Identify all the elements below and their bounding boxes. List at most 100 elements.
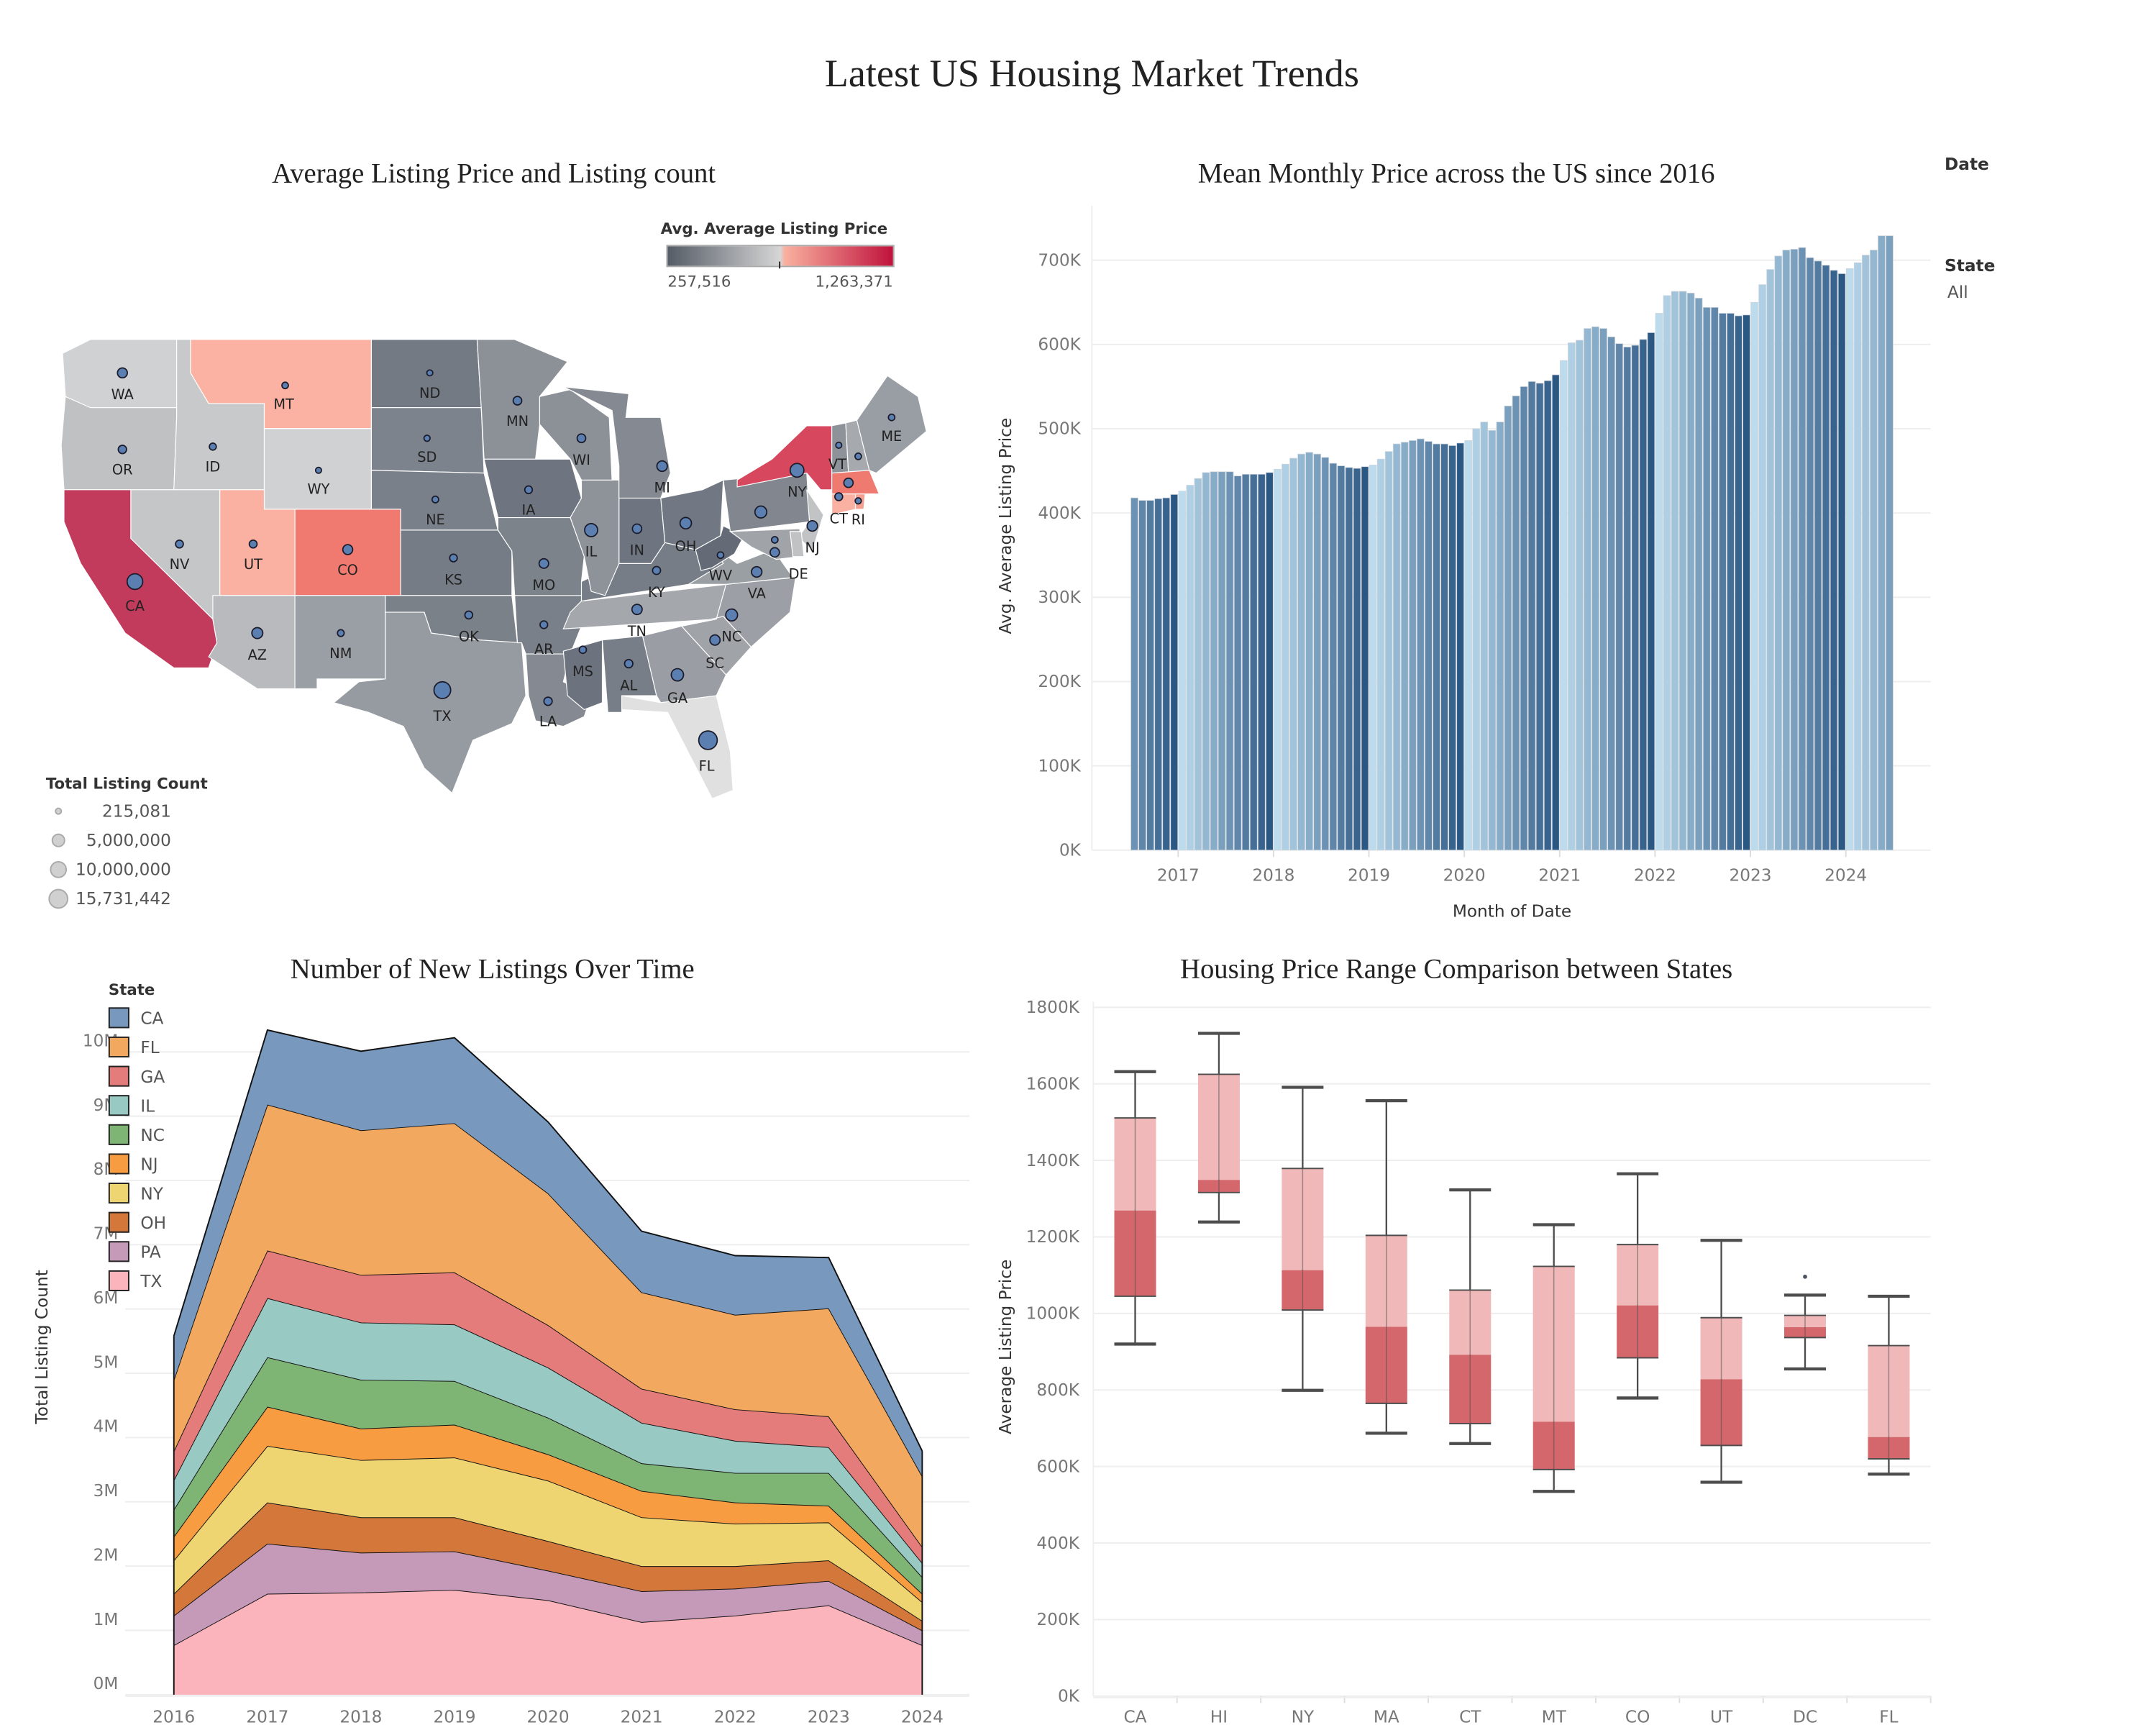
monthly-price-bar [1543, 380, 1552, 851]
listing-count-circle-in [631, 523, 643, 534]
state-fl[interactable] [621, 695, 734, 799]
monthly-price-bar [1186, 485, 1195, 851]
x-tick-label: 2018 [1252, 865, 1294, 885]
x-tick-label: 2019 [433, 1708, 475, 1725]
legend-item-il[interactable]: IL [108, 1091, 166, 1120]
legend-item-nj[interactable]: NJ [108, 1150, 166, 1179]
date-filter-label[interactable]: Date [1945, 154, 1989, 174]
monthly-price-bar [1266, 472, 1274, 851]
monthly-price-bar [1639, 339, 1648, 851]
legend-item-ny[interactable]: NY [108, 1178, 166, 1208]
y-axis-title: Total Listing Count [32, 1270, 52, 1424]
legend-item-fl[interactable]: FL [108, 1032, 166, 1062]
monthly-price-bar [1138, 500, 1146, 851]
legend-item-ga[interactable]: GA [108, 1062, 166, 1091]
monthly-price-bar [1297, 453, 1305, 851]
monthly-price-bar [1584, 328, 1591, 851]
size-legend-label: 15,731,442 [76, 889, 171, 909]
legend-swatch [108, 1153, 129, 1175]
state-mi[interactable] [563, 386, 671, 499]
monthly-price-bar [1750, 301, 1758, 851]
y-tick-label: 1000K [1026, 1304, 1080, 1324]
monthly-price-bar [1886, 235, 1894, 851]
listing-count-circle-va [751, 565, 763, 578]
monthly-price-bar [1727, 313, 1735, 851]
legend-item-pa[interactable]: PA [108, 1237, 166, 1267]
state-label-oh: OH [675, 538, 697, 555]
monthly-price-bar [1289, 458, 1297, 851]
listing-count-circle-wa [117, 367, 128, 379]
y-tick-label: 500K [1038, 419, 1081, 439]
state-il[interactable] [570, 479, 620, 596]
listing-count-circle-ny [789, 463, 805, 478]
listing-count-circle-wy [314, 466, 322, 474]
state-tn[interactable] [562, 583, 727, 629]
state-shapes [60, 339, 927, 799]
y-tick-label: 0M [93, 1674, 119, 1693]
state-wi[interactable] [539, 388, 613, 481]
monthly-price-bar [1710, 306, 1719, 851]
state-filter-value[interactable]: All [1947, 282, 1968, 302]
state-md[interactable] [728, 528, 800, 560]
legend-swatch [108, 1007, 129, 1029]
monthly-price-bar [1496, 422, 1504, 851]
x-tick-label: UT [1710, 1708, 1733, 1725]
monthly-price-bar [1830, 270, 1838, 851]
state-ms[interactable] [562, 639, 603, 711]
legend-item-tx[interactable]: TX [108, 1266, 166, 1296]
monthly-price-bar [1361, 466, 1369, 851]
monthly-price-bar [1480, 422, 1489, 851]
state-de[interactable] [789, 531, 805, 557]
monthly-price-bar [1146, 500, 1154, 851]
y-tick-label: 600K [1038, 335, 1081, 355]
y-tick-label: 400K [1036, 1534, 1079, 1553]
monthly-price-bar [1329, 463, 1338, 851]
legend-item-oh[interactable]: OH [108, 1208, 166, 1237]
x-tick-label: 2018 [339, 1708, 382, 1725]
area-legend: State CA FL GA IL NC NJ NY OH PA TX [108, 981, 166, 1296]
state-tx[interactable] [332, 611, 526, 794]
listing-count-circle-oh [679, 516, 693, 530]
listing-count-circle-ks [449, 553, 458, 563]
state-filter-label: State [1945, 255, 1996, 276]
state-label-nd: ND [419, 385, 440, 401]
legend-item-nc[interactable]: NC [108, 1120, 166, 1150]
state-label-mn: MN [506, 413, 529, 429]
monthly-price-bar [1154, 498, 1162, 851]
monthly-price-bar [1241, 473, 1250, 851]
x-tick-label: 2016 [152, 1708, 195, 1725]
state-label-ky: KY [648, 584, 665, 601]
state-label-mo: MO [532, 577, 555, 593]
y-tick-label: 3M [93, 1481, 119, 1501]
monthly-price-bar-chart: 0K 100K 200K 300K 400K 500K 600K 700K 2017 2018 20… [996, 206, 1931, 921]
listing-count-circle-mo [538, 557, 549, 569]
monthly-price-bar [1663, 295, 1671, 851]
monthly-price-bar [1384, 451, 1393, 851]
monthly-price-bar [1488, 429, 1497, 851]
monthly-price-bar [1599, 328, 1607, 851]
monthly-price-bar [1400, 442, 1409, 851]
state-va[interactable] [687, 545, 794, 585]
state-label-wi: WI [572, 452, 590, 468]
us-map[interactable]: WA OR ID MT WY ND SD NE CO UT NV CA AZ NM KS OK TX MN IA MO… [0, 0, 974, 835]
state-label-sd: SD [417, 449, 437, 465]
state-label-fl: FL [699, 758, 715, 775]
state-label-vt: VT [828, 456, 846, 473]
state-ma[interactable] [831, 470, 880, 495]
monthly-price-bar [1551, 374, 1560, 851]
y-tick-label: 0K [1058, 1687, 1080, 1706]
monthly-price-bar [1425, 441, 1433, 851]
monthly-price-bar [1837, 273, 1846, 851]
state-label-nj: NJ [805, 540, 819, 556]
state-label-ri: RI [851, 511, 865, 528]
listing-count-circle-nd [426, 369, 434, 377]
state-ks[interactable] [400, 529, 513, 596]
legend-item-ca[interactable]: CA [108, 1003, 166, 1033]
monthly-price-bar [1568, 342, 1576, 851]
monthly-price-bar [1623, 346, 1632, 851]
y-tick-label: 6M [93, 1288, 119, 1308]
x-tick-label: MA [1374, 1708, 1399, 1725]
monthly-price-bar [1472, 428, 1481, 851]
x-tick-label: 2020 [1443, 865, 1486, 885]
